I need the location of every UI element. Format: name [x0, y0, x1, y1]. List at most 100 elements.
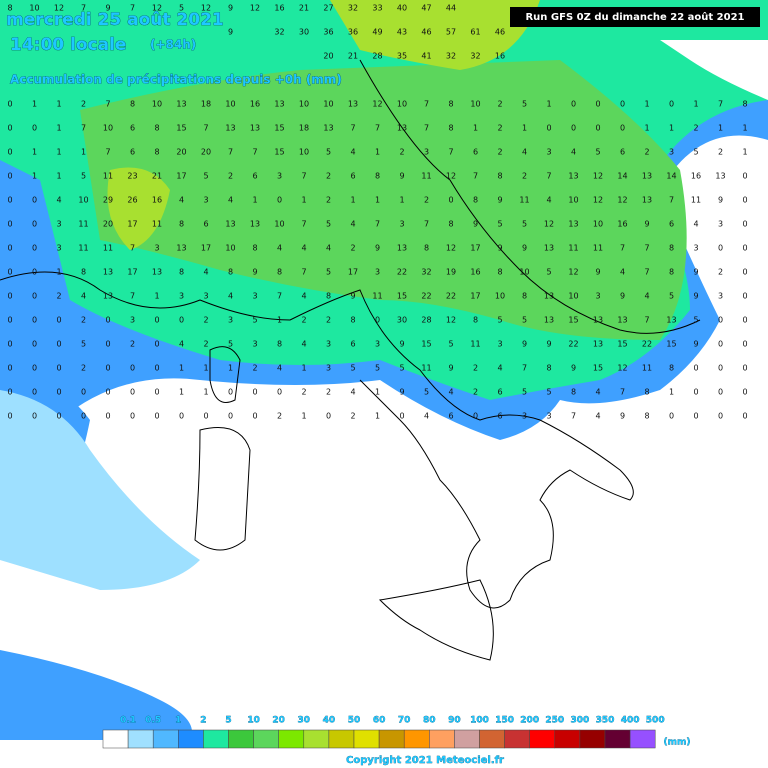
grid-value: 2: [424, 196, 429, 205]
time-title: 14:00 locale: [10, 35, 126, 55]
grid-value: 11: [691, 196, 701, 205]
grid-value: 16: [250, 100, 260, 109]
grid-value: 40: [397, 4, 407, 13]
grid-value: 13: [642, 172, 652, 181]
grid-value: 1: [301, 412, 306, 421]
grid-value: 0: [742, 244, 747, 253]
grid-value: 13: [617, 316, 627, 325]
grid-value: 12: [446, 244, 456, 253]
grid-value: 3: [595, 292, 600, 301]
grid-value: 4: [620, 268, 625, 277]
grid-value: 11: [78, 220, 88, 229]
grid-value: 1: [742, 148, 747, 157]
grid-value: 30: [299, 28, 309, 37]
grid-value: 32: [348, 4, 358, 13]
grid-value: 10: [299, 100, 309, 109]
grid-value: 0: [130, 388, 135, 397]
grid-value: 7: [81, 4, 86, 13]
grid-value: 5: [399, 364, 404, 373]
grid-value: 2: [522, 172, 527, 181]
grid-value: 8: [497, 172, 502, 181]
grid-value: 13: [323, 124, 333, 133]
grid-value: 0: [742, 316, 747, 325]
grid-value: 0: [56, 364, 61, 373]
grid-value: 7: [424, 124, 429, 133]
copyright: Copyright 2021 Meteociel.fr: [346, 755, 504, 766]
legend-unit: (mm): [664, 738, 691, 748]
grid-value: 9: [644, 220, 649, 229]
grid-value: 7: [105, 148, 110, 157]
coastlines: [0, 59, 701, 661]
grid-value: 4: [448, 388, 453, 397]
grid-value: 0: [375, 316, 380, 325]
grid-value: 0: [32, 388, 37, 397]
grid-value: 12: [617, 364, 627, 373]
grid-value: 11: [470, 340, 480, 349]
grid-value: 3: [497, 340, 502, 349]
legend-label: 350: [596, 716, 615, 726]
grid-value: 57: [446, 28, 456, 37]
precip-area: [107, 167, 170, 250]
grid-value: 0: [105, 340, 110, 349]
grid-value: 27: [323, 4, 333, 13]
grid-value: 30: [397, 316, 407, 325]
grid-value: 13: [225, 124, 235, 133]
grid-value: 1: [350, 196, 355, 205]
grid-value: 4: [301, 340, 306, 349]
grid-value: 16: [470, 268, 480, 277]
grid-value: 8: [252, 244, 257, 253]
legend-swatch: [479, 729, 505, 749]
grid-value: 7: [620, 244, 625, 253]
grid-value: 12: [593, 172, 603, 181]
grid-value: 10: [568, 292, 578, 301]
subtitle: Accumulation de précipitations depuis +0…: [10, 73, 342, 87]
grid-value: 8: [277, 268, 282, 277]
grid-value: 9: [473, 220, 478, 229]
legend-swatch: [203, 729, 229, 749]
grid-value: 16: [495, 52, 505, 61]
grid-value: 5: [522, 316, 527, 325]
grid-value: 0: [742, 388, 747, 397]
grid-value: 9: [399, 388, 404, 397]
grid-value: 11: [421, 364, 431, 373]
run-box: [510, 7, 760, 27]
legend-label: 100: [470, 716, 489, 726]
grid-value: 28: [372, 52, 382, 61]
legend-label: 1: [175, 716, 181, 726]
grid-value: 8: [350, 316, 355, 325]
grid-value: 7: [277, 292, 282, 301]
grid-value: 0: [105, 316, 110, 325]
grid-value: 0: [595, 124, 600, 133]
grid-value: 1: [301, 196, 306, 205]
grid-value: 7: [375, 124, 380, 133]
grid-value: 2: [497, 124, 502, 133]
grid-value: 5: [546, 388, 551, 397]
grid-value: 8: [424, 244, 429, 253]
grid-value: 15: [617, 340, 627, 349]
grid-value: 7: [130, 4, 135, 13]
grid-value: 7: [424, 220, 429, 229]
grid-value: 9: [718, 196, 723, 205]
grid-value: 8: [179, 220, 184, 229]
grid-value: 1: [473, 124, 478, 133]
grid-value: 4: [179, 196, 184, 205]
grid-value: 15: [176, 124, 186, 133]
grid-value: 13: [568, 172, 578, 181]
grid-value: 2: [350, 412, 355, 421]
grid-value: 8: [154, 124, 159, 133]
legend-swatch: [228, 729, 254, 749]
grid-value: 13: [225, 220, 235, 229]
grid-value: 4: [228, 292, 233, 301]
grid-value: 46: [421, 28, 431, 37]
legend-label: 150: [495, 716, 514, 726]
legend-swatch: [403, 729, 430, 749]
grid-value: 0: [669, 412, 674, 421]
grid-value: 13: [544, 244, 554, 253]
grid-value: 4: [350, 388, 355, 397]
grid-value: 5: [326, 148, 331, 157]
grid-value: 0: [228, 388, 233, 397]
legend-swatch: [454, 729, 480, 749]
grid-value: 9: [546, 340, 551, 349]
grid-value: 7: [301, 268, 306, 277]
grid-value: 6: [350, 340, 355, 349]
